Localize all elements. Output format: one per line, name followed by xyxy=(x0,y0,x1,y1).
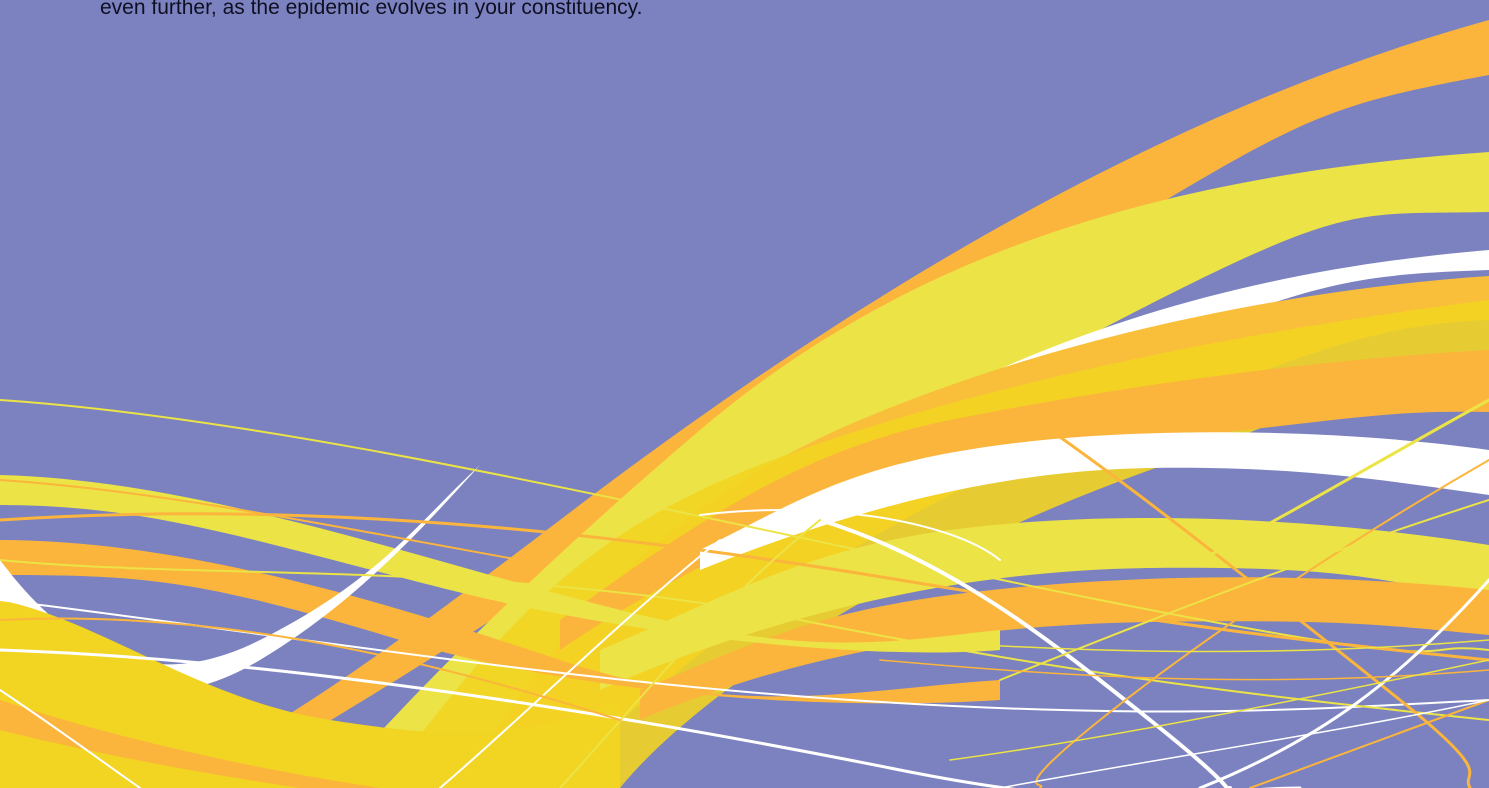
ribbon-yellow-lower xyxy=(600,518,1489,690)
thin-lines xyxy=(0,398,1489,788)
body-paragraph-fragment: even further, as the epidemic evolves in… xyxy=(100,0,643,19)
ribbon-left-gold xyxy=(0,600,620,788)
ribbon-left-yellow xyxy=(0,475,1000,653)
ribbon-white-lower xyxy=(700,432,1489,570)
ribbon-orange-bottom xyxy=(640,577,1489,720)
ribbon-left-orange xyxy=(0,540,1000,704)
ribbon-left-orange-bottom xyxy=(0,700,380,788)
ribbon-orange-lower xyxy=(560,350,1489,650)
